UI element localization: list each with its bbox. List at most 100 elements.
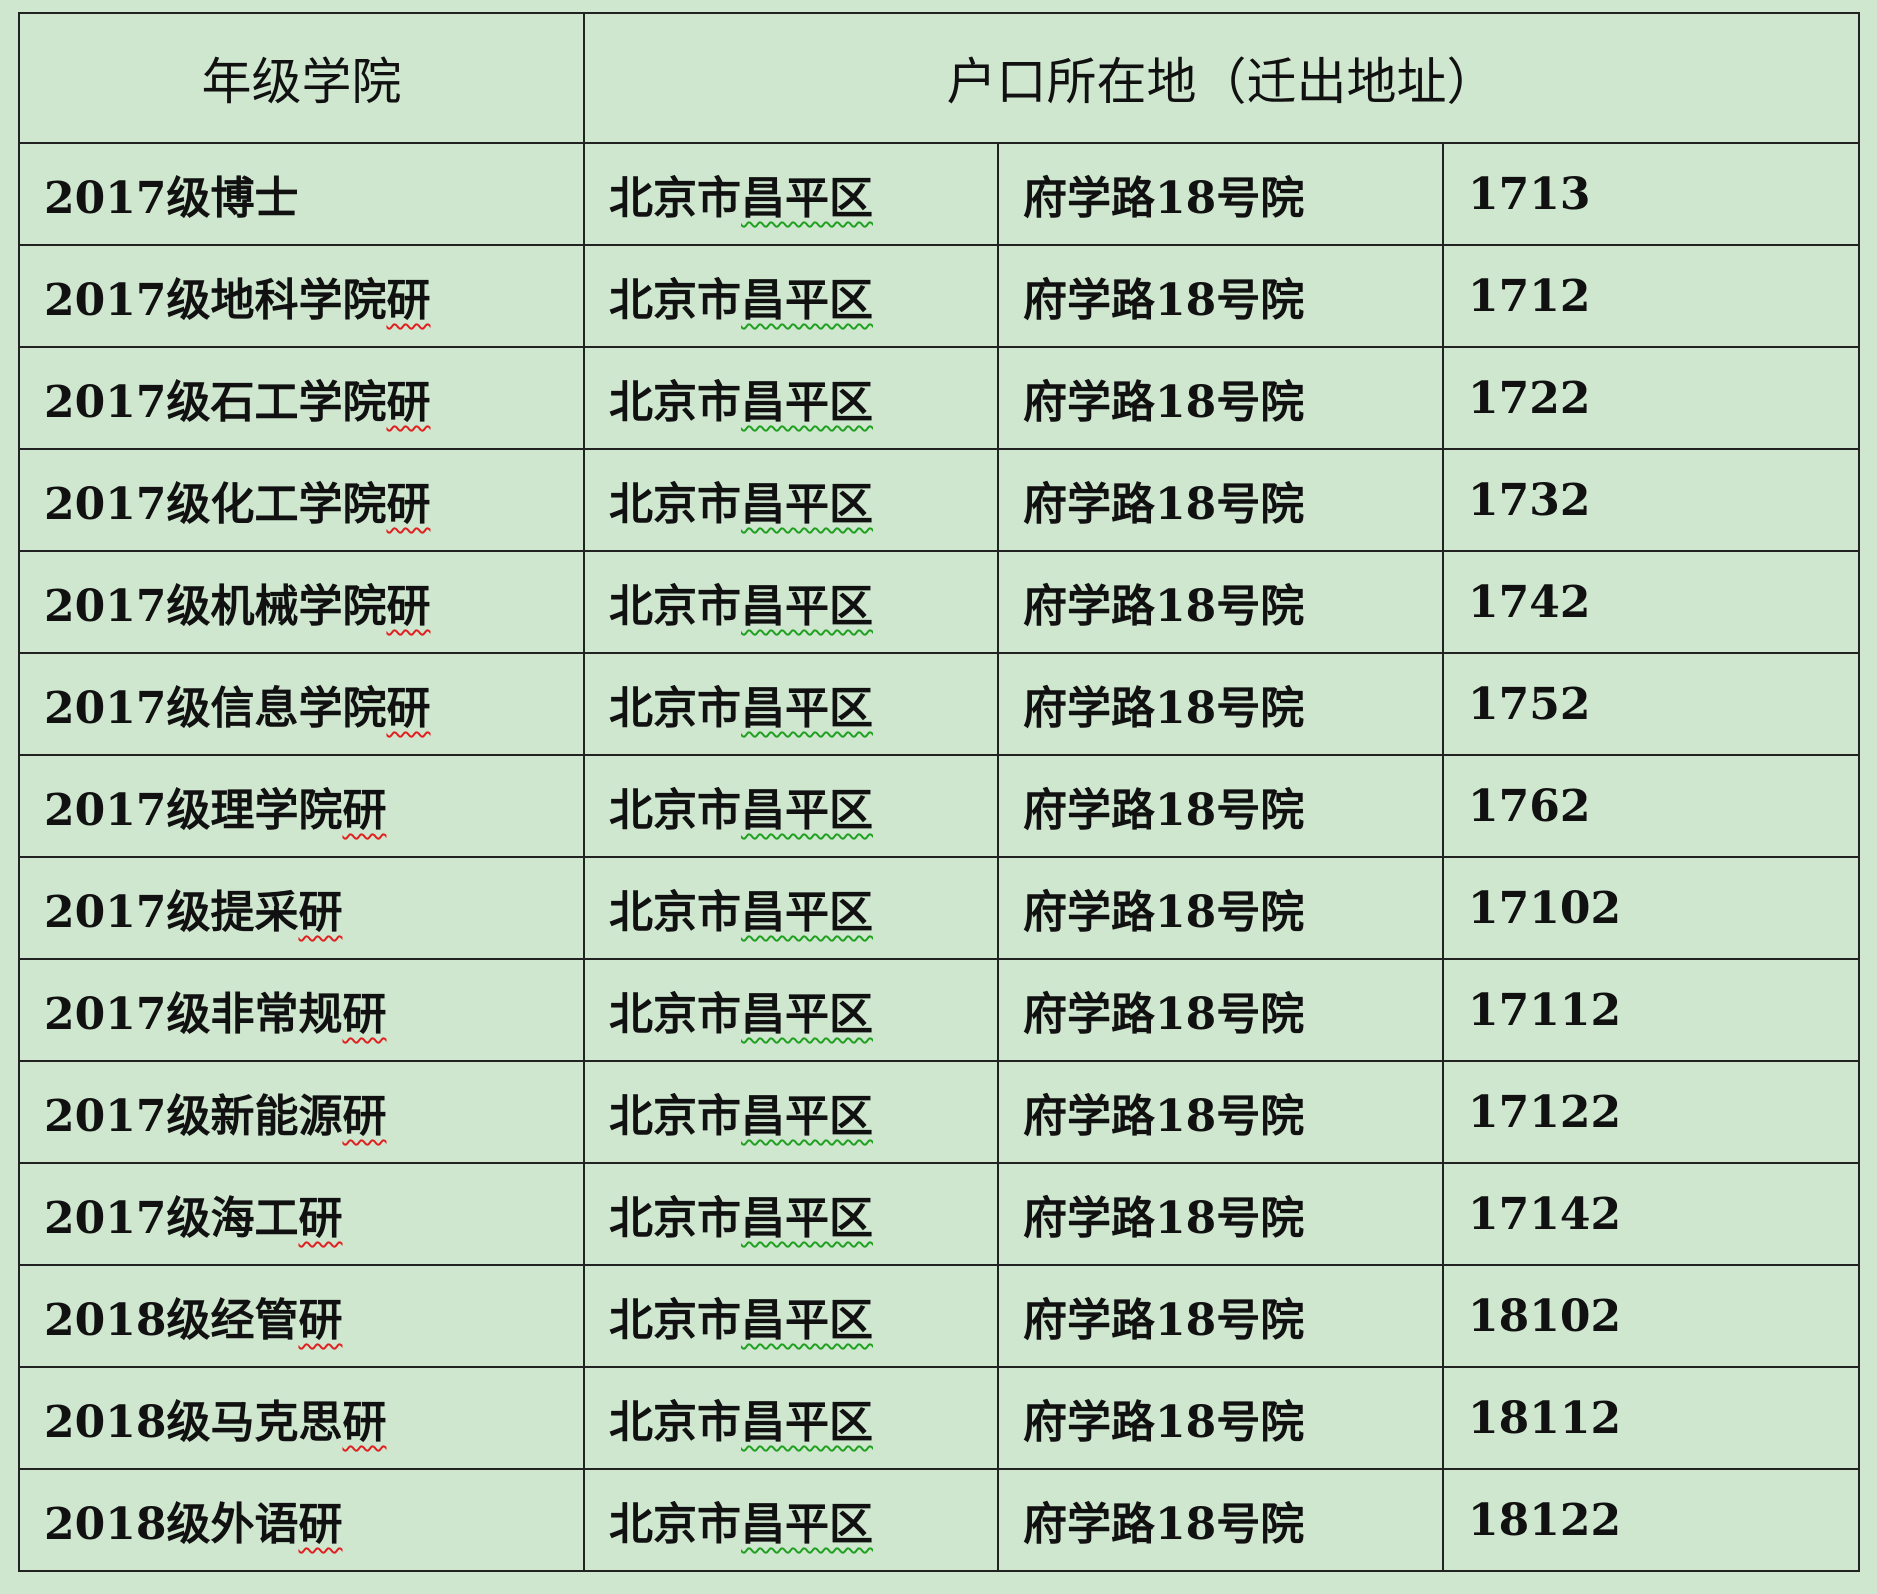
grade-suffix: 研 xyxy=(342,785,387,836)
cell-city-district[interactable]: 北京市昌平区 xyxy=(583,958,999,1062)
grade-text: 2017级信息学院 xyxy=(44,683,387,734)
cell-grade[interactable]: 2017级化工学院研 xyxy=(18,448,585,552)
cell-number[interactable]: 17142 xyxy=(1442,1162,1860,1266)
city-text: 北京市 xyxy=(609,479,741,530)
city-text: 北京市 xyxy=(609,683,741,734)
cell-city-district[interactable]: 北京市昌平区 xyxy=(583,550,999,654)
header-household-address: 户口所在地（迁出地址） xyxy=(583,12,1860,144)
cell-grade[interactable]: 2017级新能源研 xyxy=(18,1060,585,1164)
grade-suffix: 研 xyxy=(386,377,431,428)
cell-number[interactable]: 1712 xyxy=(1442,244,1860,348)
table-row: 2017级海工研 北京市昌平区 府学路18号院 17142 xyxy=(18,1162,1860,1266)
district-text: 昌平区 xyxy=(741,173,873,224)
cell-city-district[interactable]: 北京市昌平区 xyxy=(583,652,999,756)
cell-street[interactable]: 府学路18号院 xyxy=(997,652,1444,756)
table-row: 2018级经管研 北京市昌平区 府学路18号院 18102 xyxy=(18,1264,1860,1368)
district-text: 昌平区 xyxy=(741,275,873,326)
cell-grade[interactable]: 2017级非常规研 xyxy=(18,958,585,1062)
cell-grade[interactable]: 2017级石工学院研 xyxy=(18,346,585,450)
cell-city-district[interactable]: 北京市昌平区 xyxy=(583,448,999,552)
city-text: 北京市 xyxy=(609,989,741,1040)
district-text: 昌平区 xyxy=(741,581,873,632)
cell-number[interactable]: 18112 xyxy=(1442,1366,1860,1470)
grade-text: 2017级海工 xyxy=(44,1193,299,1244)
cell-street[interactable]: 府学路18号院 xyxy=(997,958,1444,1062)
grade-text: 2017级提采 xyxy=(44,887,299,938)
table-row: 2017级地科学院研 北京市昌平区 府学路18号院 1712 xyxy=(18,244,1860,348)
cell-city-district[interactable]: 北京市昌平区 xyxy=(583,1060,999,1164)
district-text: 昌平区 xyxy=(741,1295,873,1346)
cell-number[interactable]: 17122 xyxy=(1442,1060,1860,1164)
city-text: 北京市 xyxy=(609,1193,741,1244)
cell-street[interactable]: 府学路18号院 xyxy=(997,1060,1444,1164)
table-row: 2017级石工学院研 北京市昌平区 府学路18号院 1722 xyxy=(18,346,1860,450)
cell-city-district[interactable]: 北京市昌平区 xyxy=(583,142,999,246)
grade-suffix: 研 xyxy=(342,1397,387,1448)
cell-grade[interactable]: 2018级外语研 xyxy=(18,1468,585,1572)
city-text: 北京市 xyxy=(609,1295,741,1346)
grade-text: 2017级新能源 xyxy=(44,1091,343,1142)
cell-street[interactable]: 府学路18号院 xyxy=(997,142,1444,246)
city-text: 北京市 xyxy=(609,581,741,632)
grade-suffix: 研 xyxy=(298,1193,343,1244)
cell-grade[interactable]: 2018级经管研 xyxy=(18,1264,585,1368)
cell-street[interactable]: 府学路18号院 xyxy=(997,1162,1444,1266)
city-text: 北京市 xyxy=(609,1397,741,1448)
cell-grade[interactable]: 2018级马克思研 xyxy=(18,1366,585,1470)
table-body: 2017级博士 北京市昌平区 府学路18号院 1713 2017级地科学院研 北京市昌平区… xyxy=(18,142,1860,1572)
cell-city-district[interactable]: 北京市昌平区 xyxy=(583,1264,999,1368)
table-row: 2017级机械学院研 北京市昌平区 府学路18号院 1742 xyxy=(18,550,1860,654)
cell-grade[interactable]: 2017级理学院研 xyxy=(18,754,585,858)
cell-street[interactable]: 府学路18号院 xyxy=(997,244,1444,348)
grade-suffix: 研 xyxy=(298,887,343,938)
grade-text: 2018级经管 xyxy=(44,1295,299,1346)
cell-street[interactable]: 府学路18号院 xyxy=(997,1468,1444,1572)
cell-grade[interactable]: 2017级机械学院研 xyxy=(18,550,585,654)
cell-number[interactable]: 1722 xyxy=(1442,346,1860,450)
cell-number[interactable]: 17112 xyxy=(1442,958,1860,1062)
district-text: 昌平区 xyxy=(741,1091,873,1142)
cell-city-district[interactable]: 北京市昌平区 xyxy=(583,754,999,858)
cell-grade[interactable]: 2017级海工研 xyxy=(18,1162,585,1266)
cell-grade[interactable]: 2017级信息学院研 xyxy=(18,652,585,756)
cell-number[interactable]: 1713 xyxy=(1442,142,1860,246)
cell-city-district[interactable]: 北京市昌平区 xyxy=(583,856,999,960)
cell-number[interactable]: 17102 xyxy=(1442,856,1860,960)
cell-number[interactable]: 1742 xyxy=(1442,550,1860,654)
cell-street[interactable]: 府学路18号院 xyxy=(997,550,1444,654)
city-text: 北京市 xyxy=(609,785,741,836)
cell-city-district[interactable]: 北京市昌平区 xyxy=(583,1366,999,1470)
district-text: 昌平区 xyxy=(741,887,873,938)
district-text: 昌平区 xyxy=(741,683,873,734)
cell-number[interactable]: 1762 xyxy=(1442,754,1860,858)
cell-grade[interactable]: 2017级博士 xyxy=(18,142,585,246)
cell-street[interactable]: 府学路18号院 xyxy=(997,1366,1444,1470)
city-text: 北京市 xyxy=(609,887,741,938)
cell-number[interactable]: 18122 xyxy=(1442,1468,1860,1572)
cell-grade[interactable]: 2017级地科学院研 xyxy=(18,244,585,348)
cell-grade[interactable]: 2017级提采研 xyxy=(18,856,585,960)
grade-suffix: 研 xyxy=(386,275,431,326)
cell-city-district[interactable]: 北京市昌平区 xyxy=(583,1162,999,1266)
table-row: 2017级新能源研 北京市昌平区 府学路18号院 17122 xyxy=(18,1060,1860,1164)
city-text: 北京市 xyxy=(609,1499,741,1550)
cell-city-district[interactable]: 北京市昌平区 xyxy=(583,244,999,348)
cell-street[interactable]: 府学路18号院 xyxy=(997,448,1444,552)
cell-number[interactable]: 1732 xyxy=(1442,448,1860,552)
table-row: 2017级提采研 北京市昌平区 府学路18号院 17102 xyxy=(18,856,1860,960)
cell-street[interactable]: 府学路18号院 xyxy=(997,1264,1444,1368)
city-text: 北京市 xyxy=(609,377,741,428)
grade-suffix: 研 xyxy=(298,1499,343,1550)
cell-number[interactable]: 1752 xyxy=(1442,652,1860,756)
cell-number[interactable]: 18102 xyxy=(1442,1264,1860,1368)
cell-street[interactable]: 府学路18号院 xyxy=(997,856,1444,960)
district-text: 昌平区 xyxy=(741,1193,873,1244)
grade-text: 2017级地科学院 xyxy=(44,275,387,326)
grade-text: 2017级理学院 xyxy=(44,785,343,836)
cell-street[interactable]: 府学路18号院 xyxy=(997,346,1444,450)
district-text: 昌平区 xyxy=(741,479,873,530)
cell-city-district[interactable]: 北京市昌平区 xyxy=(583,346,999,450)
cell-city-district[interactable]: 北京市昌平区 xyxy=(583,1468,999,1572)
district-text: 昌平区 xyxy=(741,785,873,836)
cell-street[interactable]: 府学路18号院 xyxy=(997,754,1444,858)
